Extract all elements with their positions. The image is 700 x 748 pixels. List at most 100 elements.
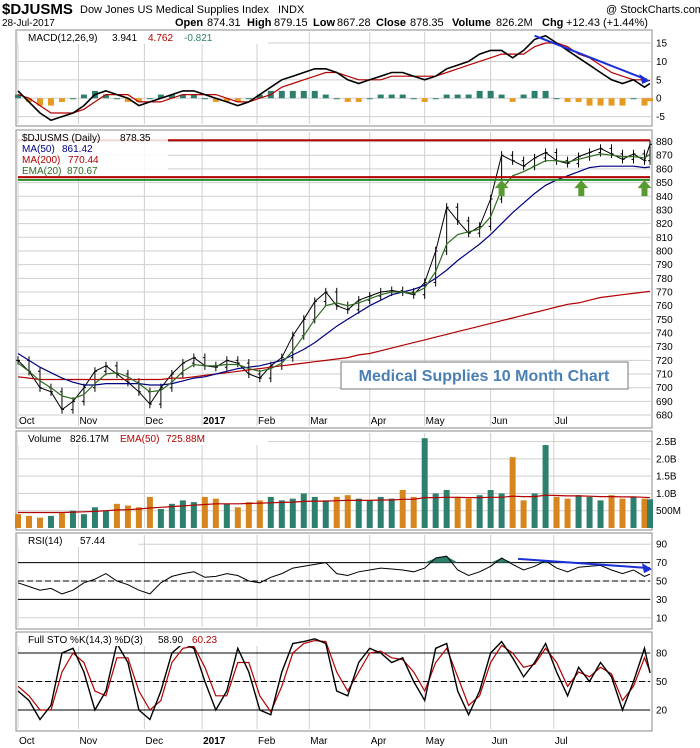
macd-histogram-bar — [410, 98, 417, 100]
x-tick-label: Nov — [79, 736, 97, 747]
macd-histogram-bar — [234, 98, 241, 102]
price-panel: 680 690 700 710 720 730 740 750 760 770 780 790 800 8… — [15, 129, 673, 429]
macd-histogram-bar — [146, 98, 153, 100]
volume-bar — [322, 500, 329, 528]
macd-histogram-bar — [322, 94, 329, 99]
volume-bar — [454, 496, 461, 528]
x-tick-label: Jun — [492, 736, 508, 747]
sto-tick-labels: 80 50 20 — [656, 649, 668, 717]
macd-title: MACD(12,26,9) — [28, 33, 97, 44]
y-tick-label: 700 — [656, 383, 673, 394]
rsi-line — [17, 555, 651, 595]
volume-bar — [608, 495, 615, 528]
volume-bar — [212, 498, 219, 528]
volume-bar — [91, 507, 98, 528]
macd-histogram-bar — [432, 98, 439, 100]
x-tick-label: May — [426, 416, 445, 427]
volume-ema-label: EMA(50) — [120, 434, 159, 445]
macd-histogram-bar — [36, 98, 43, 106]
macd-histogram-bar — [135, 98, 142, 102]
sto-marks — [17, 638, 651, 721]
macd-histogram-bar — [597, 98, 604, 106]
x-tick-label: Dec — [145, 736, 163, 747]
volume-bar — [113, 503, 120, 528]
macd-histogram-bar — [509, 98, 516, 102]
y-tick-label: 1.5B — [656, 472, 677, 483]
volume-bar — [234, 507, 241, 528]
open-value: 874.31 — [207, 17, 241, 29]
rsi-trendline-arrowhead — [642, 563, 652, 574]
volume-label: Volume — [452, 17, 491, 29]
volume-bar — [256, 500, 263, 528]
macd-histogram-bar — [300, 90, 307, 99]
date-label: 28-Jul-2017 — [2, 18, 55, 29]
price-legend-title: $DJUSMS (Daily) — [22, 133, 100, 144]
macd-histogram-bar — [399, 94, 406, 99]
x-tick-label: 2017 — [203, 736, 226, 747]
sto-k-line — [17, 638, 651, 721]
macd-histogram-bar — [289, 90, 296, 99]
volume-bar — [498, 493, 505, 528]
y-tick-label: 810 — [656, 233, 673, 244]
y-tick-label: 760 — [656, 301, 673, 312]
macd-histogram-bar — [564, 98, 571, 102]
y-tick-label: 2.0B — [656, 454, 677, 465]
volume-bar — [520, 500, 527, 528]
y-tick-label: 10 — [656, 57, 668, 68]
macd-histogram-bar — [168, 94, 175, 99]
volume-bar — [443, 490, 450, 528]
volume-bar — [377, 496, 384, 528]
volume-bar — [641, 498, 648, 528]
volume-bar — [421, 438, 428, 528]
volume-bar — [619, 498, 626, 528]
macd-histogram-bar — [278, 90, 285, 99]
y-tick-label: 860 — [656, 164, 673, 175]
rsi-legend-bg — [18, 535, 138, 547]
macd-signal-value: 4.762 — [148, 33, 173, 44]
volume-bar — [289, 498, 296, 528]
volume-bar — [366, 500, 373, 528]
macd-histogram-bar — [245, 98, 252, 100]
price-legend-value: 878.35 — [120, 133, 151, 144]
volume-bar — [146, 496, 153, 528]
macd-histogram-bar — [212, 98, 219, 102]
macd-histogram-bar — [355, 98, 362, 102]
chart-header: $DJUSMS Dow Jones US Medical Supplies In… — [2, 1, 700, 29]
volume-bar — [586, 496, 593, 528]
volume-bar — [531, 493, 538, 528]
ma200-legend-value: 770.44 — [68, 155, 99, 166]
y-tick-label: 730 — [656, 342, 673, 353]
ma200-legend-label: MA(200) — [22, 155, 60, 166]
macd-histogram-bar — [179, 94, 186, 99]
rsi-value: 57.44 — [80, 536, 105, 547]
open-label: Open — [175, 17, 203, 29]
volume-bar — [344, 495, 351, 528]
ma50-legend-value: 861.42 — [62, 144, 93, 155]
x-tick-label: Oct — [19, 736, 35, 747]
y-tick-label: 840 — [656, 192, 673, 203]
volume-bar — [25, 515, 32, 528]
volume-bar — [300, 493, 307, 528]
volume-bar — [333, 496, 340, 528]
y-tick-label: 80 — [656, 649, 668, 660]
volume-bar — [47, 515, 54, 528]
volume-bar — [542, 445, 549, 528]
macd-frame — [15, 29, 653, 127]
volume-bar — [399, 490, 406, 528]
volume-bar — [201, 496, 208, 528]
macd-histogram-bar — [647, 98, 653, 102]
ema20-legend-label: EMA(20) — [22, 166, 61, 177]
macd-panel: 15 10 5 0 -5 MACD(12,26,9) 3.941 4.762 -0.82… — [15, 29, 668, 127]
volume-bar — [432, 493, 439, 528]
price-legend-bg — [18, 132, 168, 176]
y-tick-label: 690 — [656, 397, 673, 408]
macd-histogram-bar — [47, 98, 54, 106]
x-tick-label: Feb — [258, 736, 276, 747]
volume-bar — [80, 514, 87, 528]
volume-bar — [311, 496, 318, 528]
y-tick-label: 50 — [656, 677, 668, 688]
volume-bar — [597, 500, 604, 528]
volume-marks — [15, 438, 653, 528]
macd-histogram-bar — [641, 98, 648, 106]
